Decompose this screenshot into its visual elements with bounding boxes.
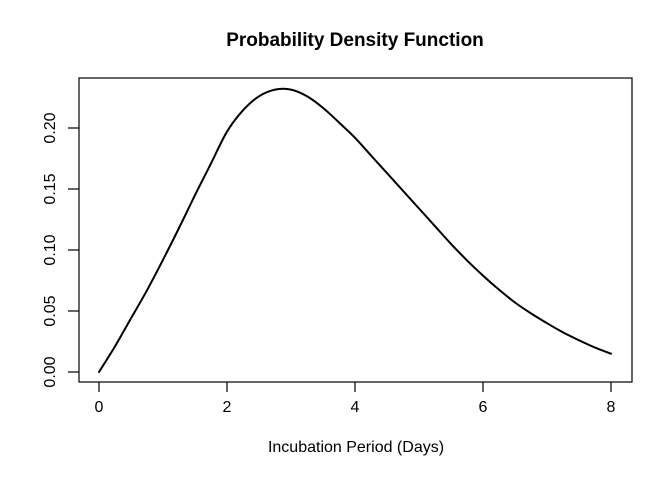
y-axis-tick-label: 0.00 [42,356,59,387]
y-axis-tick-label: 0.10 [42,234,59,265]
density-curve [98,87,612,373]
x-axis-tick-label: 6 [479,399,488,416]
y-axis: 0.00 0.05 0.10 0.15 0.20 [42,112,79,388]
plot-box [78,77,633,383]
chart-title: Probability Density Function [226,30,484,51]
x-axis-tick-label: 0 [95,399,104,416]
x-axis-tick-label: 2 [223,399,232,416]
x-axis-label: Incubation Period (Days) [268,439,444,456]
y-axis-tick-label: 0.05 [42,295,59,326]
x-axis: 0 2 4 6 8 [95,382,616,416]
x-axis-tick-label: 8 [607,399,616,416]
y-axis-tick-label: 0.15 [42,173,59,204]
y-axis-tick-label: 0.20 [42,112,59,143]
x-axis-tick-label: 4 [351,399,360,416]
